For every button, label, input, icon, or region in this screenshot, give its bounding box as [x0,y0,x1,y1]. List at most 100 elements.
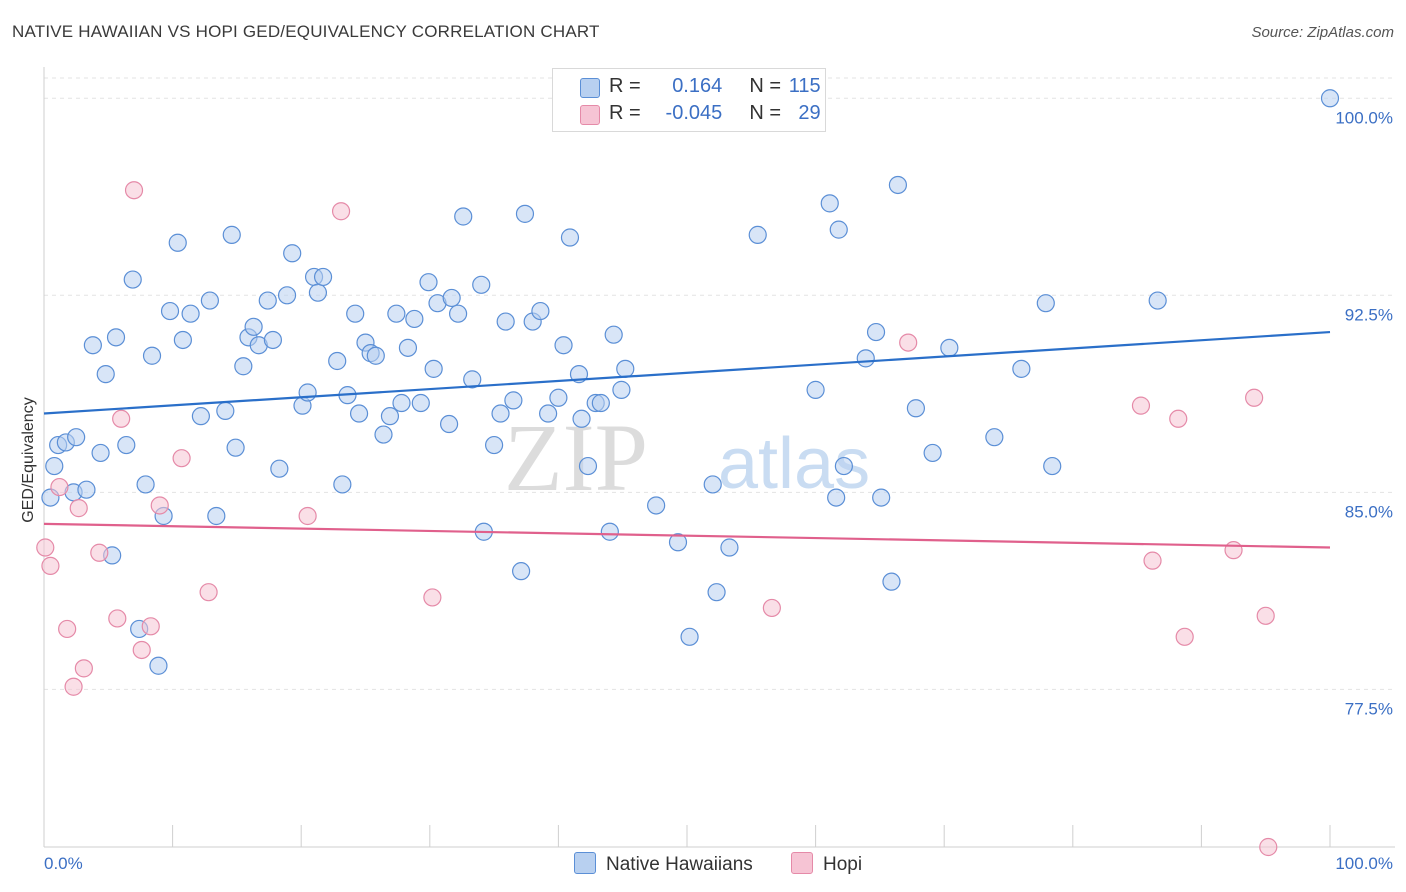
data-point [1036,294,1055,313]
data-point [141,617,160,636]
data-point [504,391,523,410]
data-point [200,291,219,310]
data-point [181,304,200,323]
data-point [463,370,482,389]
data-point [600,522,619,541]
data-point [392,393,411,413]
data-point [313,267,333,287]
data-point [888,175,908,195]
data-point [36,538,55,557]
data-point [419,273,438,292]
legend-r-label: R = [609,102,641,124]
data-point [748,225,767,244]
data-point [1131,396,1151,415]
blue-swatch-icon [574,852,596,874]
data-point [442,288,461,308]
data-point [647,496,666,515]
data-point [1043,456,1062,476]
data-point [1143,551,1162,570]
data-point [160,301,180,321]
data-point [283,244,302,263]
data-point [244,317,263,336]
y-axis-label: GED/Equivalency [20,397,37,522]
data-point [117,435,136,455]
data-point [226,438,245,457]
data-point [668,533,688,552]
data-point [1175,627,1194,646]
data-point [531,301,550,321]
data-point [168,233,187,252]
data-point [472,275,491,294]
data-point [308,283,328,302]
data-point [940,338,959,357]
data-point [124,181,144,200]
blue-swatch-icon [580,78,600,98]
data-point [834,456,853,476]
data-point [398,338,418,357]
data-point [64,677,83,696]
data-point [1169,409,1188,428]
legend-n-label: N = [749,102,782,124]
data-point [277,286,297,305]
legend-r-value: -0.045 [665,102,723,124]
data-point [207,506,226,526]
legend-n-value: 115 [788,75,821,97]
data-point [90,543,109,562]
data-point [45,456,64,476]
data-point [1224,541,1243,560]
data-point [258,291,277,310]
data-point [820,194,839,213]
data-point [1320,89,1340,108]
data-point [374,425,393,444]
data-point [806,380,825,399]
data-point [387,304,406,323]
data-point [67,428,86,447]
data-point [985,428,1004,447]
native-hawaiians-points [41,89,1340,675]
data-point [448,304,468,323]
data-point [680,627,699,646]
data-point [707,583,726,602]
correlation-legend: R = 0.164 N = 115 R = -0.045 N = 29 [552,68,826,132]
x-tick-label: 100.0% [1335,854,1393,873]
data-point [172,449,191,468]
data-point [96,365,115,384]
data-point [123,270,142,289]
bottom-legend-native-hawaiians: Native Hawaiians [574,852,753,878]
data-point [423,588,442,607]
data-point [872,488,891,507]
data-point [616,359,635,378]
data-point [328,351,347,371]
data-point [106,328,126,347]
data-point [612,380,631,399]
data-point [549,388,568,407]
pink-swatch-icon [580,105,600,125]
bottom-legend-label: Native Hawaiians [606,854,753,875]
data-point [439,414,459,434]
data-point [1256,606,1275,625]
data-point [83,336,102,355]
data-point [132,640,151,660]
data-point [923,443,942,463]
axes [43,67,1395,848]
data-point [136,475,155,494]
data-point [762,598,781,618]
data-point [485,435,504,455]
data-point [191,407,210,426]
data-point [554,336,573,355]
data-point [882,572,901,591]
chart-title: NATIVE HAWAIIAN VS HOPI GED/EQUIVALENCY … [12,22,600,41]
data-point [112,409,131,428]
x-tick-label: 0.0% [44,854,83,873]
data-point [199,583,218,602]
bottom-legend-label: Hopi [823,854,863,875]
hopi-points [36,181,1278,857]
data-point [173,330,192,350]
x-tick-labels: 0.0% 100.0% [44,854,1393,873]
watermark: ZIP atlas [504,404,870,511]
data-point [411,393,430,413]
data-point [50,477,69,497]
data-point [150,496,169,515]
data-point [346,304,365,323]
